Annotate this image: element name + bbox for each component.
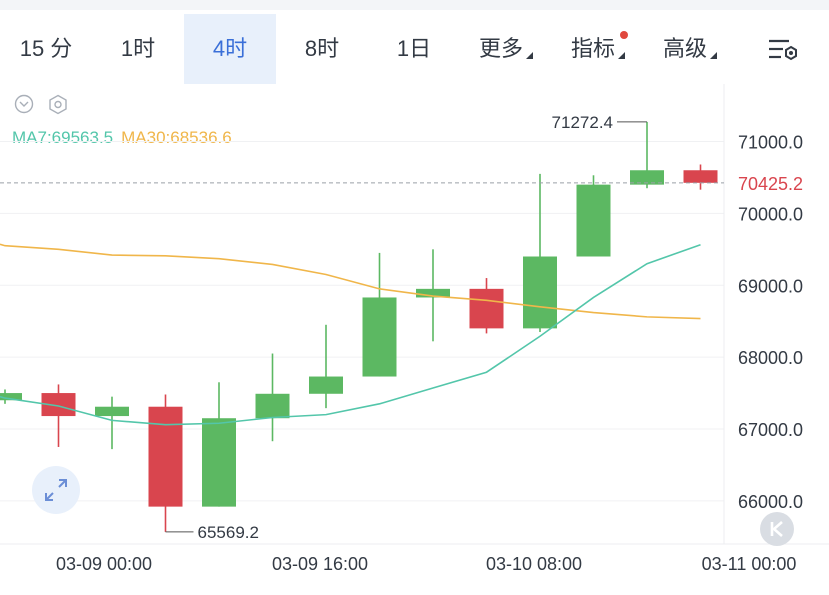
tab-1h[interactable]: 1时 — [120, 36, 156, 61]
grid-lines — [0, 141, 724, 502]
candle — [202, 382, 236, 507]
tab-advanced[interactable]: 高级 — [644, 14, 736, 84]
y-tick-label: 71000.0 — [738, 133, 803, 153]
candle-body — [148, 406, 183, 507]
dropdown-triangle-icon — [710, 52, 717, 59]
ma7-label: MA7:69563.5 — [12, 128, 114, 147]
y-axis-labels: 66000.0 67000.0 68000.0 69000.0 70000.0 71000… — [738, 133, 803, 512]
chart-tool-icons — [14, 94, 67, 115]
candle — [683, 164, 718, 190]
candle-body — [202, 418, 236, 507]
candle-body — [0, 393, 22, 401]
timeframe-tabs: 15 分 1时 4时 8时 1日 更多 指标 高级 — [0, 14, 829, 84]
candle-body — [523, 256, 557, 329]
settings-sliders-icon[interactable] — [767, 38, 799, 62]
tab-advanced-label: 高级 — [662, 36, 707, 61]
y-tick-label: 68000.0 — [738, 348, 803, 368]
candle-body — [309, 376, 343, 394]
x-tick-label: 03-11 00:00 — [702, 554, 797, 574]
candle-body — [630, 170, 664, 185]
y-tick-label: 66000.0 — [738, 492, 803, 512]
tab-15m[interactable]: 15 分 — [19, 36, 73, 61]
ma30-label: MA30:68536.6 — [121, 128, 232, 147]
y-tick-label: 69000.0 — [738, 276, 803, 296]
candle-body — [576, 184, 611, 257]
tab-4h[interactable]: 4时 — [184, 14, 276, 84]
hexagon-settings-icon[interactable] — [49, 94, 67, 115]
top-strip — [0, 0, 829, 10]
candle — [469, 278, 504, 334]
y-tick-label: 67000.0 — [738, 420, 803, 440]
k-icon — [770, 521, 783, 537]
tab-more[interactable]: 更多 — [460, 14, 552, 84]
k-button[interactable] — [760, 512, 794, 546]
candle — [148, 394, 183, 532]
expand-icon — [45, 479, 67, 501]
candle — [630, 121, 664, 189]
notification-dot — [620, 31, 628, 39]
candle-body — [469, 288, 504, 329]
candle — [0, 389, 22, 404]
x-tick-label: 03-09 16:00 — [272, 554, 368, 574]
tab-indicators[interactable]: 指标 — [552, 14, 644, 84]
dropdown-triangle-icon — [618, 52, 625, 59]
candle — [41, 384, 76, 447]
dropdown-triangle-icon — [526, 52, 533, 59]
candle — [255, 353, 290, 442]
max-label: 71272.4 — [552, 113, 613, 132]
min-label: 65569.2 — [198, 523, 259, 542]
x-tick-label: 03-09 00:00 — [56, 554, 152, 574]
ma-legend: MA7:69563.5 MA30:68536.6 — [12, 128, 232, 148]
expand-button[interactable] — [32, 466, 80, 514]
candle-body — [362, 297, 397, 377]
candle — [309, 324, 343, 409]
candle — [576, 175, 611, 257]
tab-indicators-label: 指标 — [570, 36, 615, 61]
candle — [95, 396, 129, 450]
tab-more-label: 更多 — [478, 36, 523, 61]
min-annotation: 65569.2 — [165, 523, 259, 542]
current-price-label: 70425.2 — [738, 174, 803, 194]
tab-1d[interactable]: 1日 — [396, 36, 432, 61]
candle-body — [683, 170, 718, 183]
y-tick-label: 70000.0 — [738, 204, 803, 224]
candle-body — [255, 393, 290, 419]
tab-8h[interactable]: 8时 — [304, 36, 340, 61]
collapse-icon[interactable] — [14, 94, 34, 114]
candle-body — [95, 406, 129, 417]
x-axis-labels: 03-09 00:00 03-09 16:00 03-10 08:00 03-11 0… — [56, 554, 796, 574]
candles — [0, 121, 718, 532]
max-annotation: 71272.4 — [552, 113, 647, 132]
candlestick-chart: 66000.0 67000.0 68000.0 69000.0 70000.0 71000… — [0, 84, 829, 574]
ma7-line — [0, 243, 701, 426]
x-tick-label: 03-10 08:00 — [486, 554, 582, 574]
candle-body — [41, 393, 76, 417]
candle-body — [416, 288, 450, 298]
candle — [362, 252, 397, 377]
candle — [523, 173, 557, 332]
